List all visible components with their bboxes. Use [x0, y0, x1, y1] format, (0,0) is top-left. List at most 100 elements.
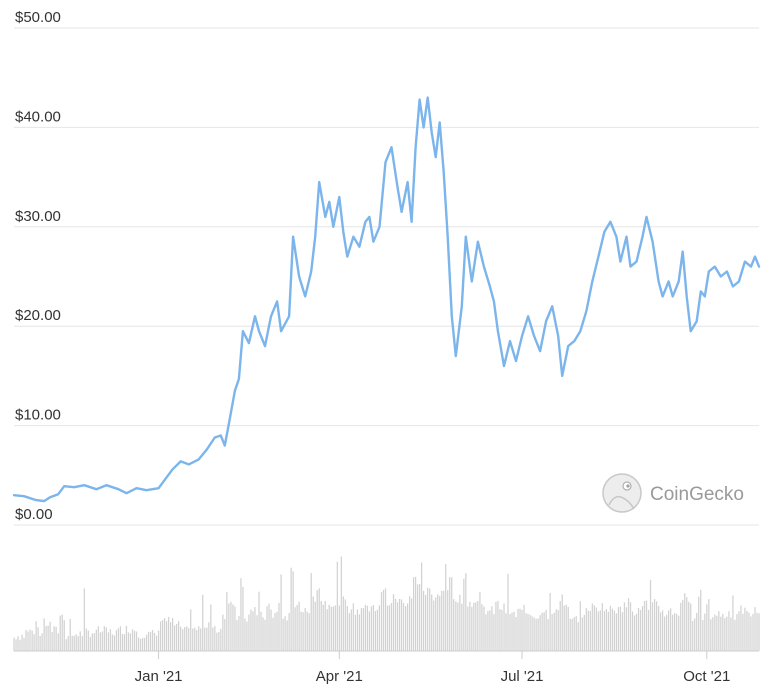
volume-bar — [378, 605, 381, 651]
volume-bar — [79, 631, 81, 651]
volume-bar — [190, 609, 192, 651]
volume-bar — [340, 556, 342, 651]
volume-bars — [13, 556, 760, 651]
volume-bar — [539, 615, 541, 651]
volume-bar — [137, 637, 140, 651]
volume-bar — [382, 589, 385, 651]
volume-bar — [258, 591, 260, 651]
volume-bar — [294, 607, 296, 651]
volume-bar — [411, 598, 413, 651]
volume-bar — [724, 618, 726, 651]
volume-bar — [348, 613, 350, 651]
volume-bar — [613, 610, 616, 651]
volume-bar — [117, 628, 120, 651]
volume-bar — [599, 610, 601, 651]
volume-bar — [575, 616, 577, 651]
volume-bar — [688, 601, 690, 651]
price-series — [12, 96, 761, 503]
volume-bar — [268, 603, 270, 651]
volume-bar — [405, 606, 407, 651]
volume-bar — [499, 609, 501, 651]
volume-bar — [660, 612, 662, 651]
volume-bar — [517, 608, 519, 651]
volume-bar — [156, 635, 158, 651]
volume-bar — [639, 610, 642, 651]
volume-bar — [637, 607, 640, 651]
coingecko-brand-text: CoinGecko — [650, 484, 744, 505]
volume-bar — [286, 620, 288, 651]
volume-bar — [571, 618, 573, 651]
volume-bar — [53, 626, 55, 651]
y-tick-label: $40.00 — [15, 108, 61, 125]
volume-bar — [198, 626, 200, 651]
volume-bar — [467, 606, 469, 651]
volume-bar — [234, 606, 236, 651]
volume-bar — [493, 614, 495, 651]
volume-bar — [380, 592, 383, 651]
volume-bar — [19, 639, 21, 651]
volume-bar — [523, 605, 525, 651]
coingecko-logo-body — [608, 495, 635, 510]
volume-bar — [676, 613, 678, 651]
volume-bar — [174, 625, 176, 651]
volume-bar — [284, 616, 286, 651]
volume-bar — [475, 602, 477, 651]
volume-bar — [617, 607, 620, 651]
volume-bar — [316, 590, 318, 651]
volume-bar — [696, 612, 698, 651]
volume-bar — [457, 602, 459, 651]
volume-bar — [119, 626, 122, 651]
volume-bar — [180, 626, 182, 651]
volume-bar — [370, 606, 373, 651]
volume-bar — [244, 618, 246, 651]
volume-bar — [135, 631, 138, 651]
volume-bar — [479, 591, 481, 651]
volume-bar — [188, 628, 190, 651]
volume-bar — [204, 627, 206, 651]
volume-bar — [374, 611, 377, 651]
volume-bar — [170, 622, 172, 651]
volume-bar — [672, 614, 674, 651]
volume-bar — [487, 610, 489, 651]
volume-bar — [113, 635, 116, 651]
volume-bar — [202, 594, 204, 651]
volume-bar — [362, 608, 365, 651]
volume-bar — [643, 601, 646, 651]
volume-bar — [465, 573, 467, 651]
x-tick-label: Apr '21 — [316, 668, 363, 685]
volume-bar — [59, 615, 61, 651]
volume-bar — [603, 610, 606, 651]
volume-bar — [654, 599, 656, 651]
volume-bar — [557, 610, 559, 651]
volume-bar — [455, 601, 457, 651]
price-line — [12, 96, 761, 503]
volume-bar — [342, 596, 344, 651]
volume-bar — [67, 636, 69, 651]
grid-lines — [14, 27, 759, 526]
volume-bar — [386, 605, 389, 651]
volume-bar — [489, 610, 491, 651]
volume-bar — [513, 611, 515, 651]
volume-bar — [621, 612, 624, 651]
volume-bar — [282, 618, 284, 651]
volume-bar — [270, 609, 272, 651]
volume-bar — [51, 631, 53, 651]
volume-bar — [497, 600, 499, 651]
volume-bar — [437, 594, 439, 651]
volume-bar — [754, 607, 756, 651]
volume-bar — [635, 613, 638, 651]
volume-bar — [481, 604, 483, 651]
volume-bar — [491, 606, 493, 651]
volume-bar — [419, 584, 421, 651]
volume-bar — [262, 617, 264, 651]
volume-bar — [690, 603, 692, 651]
coingecko-logo-pupil — [626, 484, 630, 488]
x-axis-labels: Jan '21 Apr '21 Jul '21 Oct '21 — [14, 650, 759, 685]
volume-bar — [41, 633, 43, 651]
volume-bar — [615, 613, 618, 651]
volume-bar — [320, 601, 322, 651]
volume-bar — [443, 590, 445, 651]
volume-bar — [15, 639, 17, 651]
volume-bar — [583, 614, 585, 651]
volume-bar — [49, 621, 51, 651]
